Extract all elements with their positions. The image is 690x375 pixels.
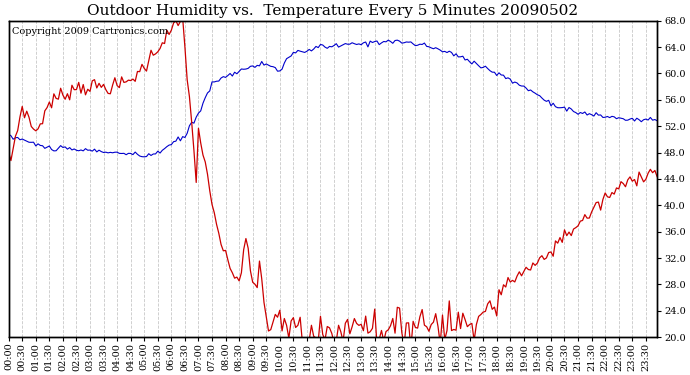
Title: Outdoor Humidity vs.  Temperature Every 5 Minutes 20090502: Outdoor Humidity vs. Temperature Every 5… xyxy=(88,4,578,18)
Text: Copyright 2009 Cartronics.com: Copyright 2009 Cartronics.com xyxy=(12,27,168,36)
